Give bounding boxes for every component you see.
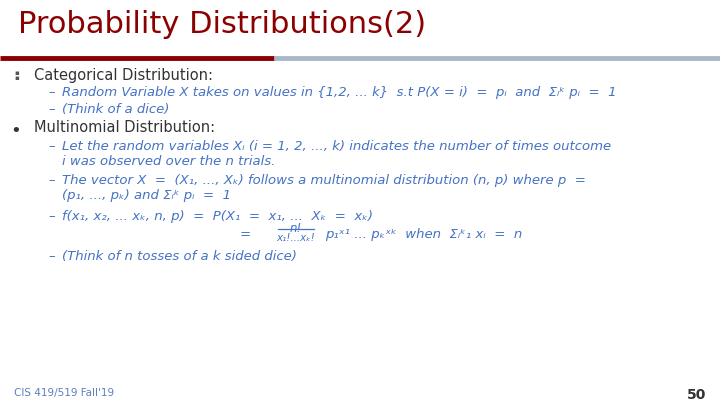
Text: =: = (240, 228, 251, 241)
Text: –: – (48, 140, 55, 153)
Text: The vector X  =  (X₁, ..., Xₖ) follows a multinomial distribution (n, p) where p: The vector X = (X₁, ..., Xₖ) follows a m… (62, 174, 586, 187)
Text: •: • (10, 122, 21, 140)
Text: x₁!...xₖ!: x₁!...xₖ! (276, 233, 315, 243)
Text: Let the random variables Xᵢ (i = 1, 2, ..., k) indicates the number of times out: Let the random variables Xᵢ (i = 1, 2, .… (62, 140, 611, 153)
Text: –: – (48, 103, 55, 116)
Text: Multinomial Distribution:: Multinomial Distribution: (34, 120, 215, 135)
Text: (Think of n tosses of a k sided dice): (Think of n tosses of a k sided dice) (62, 250, 297, 263)
Text: p₁ˣ¹ ... pₖˣᵏ  when  Σᵢᵏ₁ xᵢ  =  n: p₁ˣ¹ ... pₖˣᵏ when Σᵢᵏ₁ xᵢ = n (325, 228, 522, 241)
Text: (p₁, ..., pₖ) and Σᵢᵏ pᵢ  =  1: (p₁, ..., pₖ) and Σᵢᵏ pᵢ = 1 (62, 189, 231, 202)
Text: –: – (48, 86, 55, 99)
Text: (Think of a dice): (Think of a dice) (62, 103, 169, 116)
Text: Categorical Distribution:: Categorical Distribution: (34, 68, 213, 83)
Text: ▪
▪: ▪ ▪ (14, 70, 19, 81)
Text: 50: 50 (687, 388, 706, 402)
Text: –: – (48, 174, 55, 187)
Text: Probability Distributions(2): Probability Distributions(2) (18, 10, 426, 39)
Text: –: – (48, 250, 55, 263)
Text: –: – (48, 210, 55, 223)
Text: Random Variable X takes on values in {1,2, ... k}  s.t P(X = i)  =  pᵢ  and  Σᵢᵏ: Random Variable X takes on values in {1,… (62, 86, 616, 99)
Text: i was observed over the n trials.: i was observed over the n trials. (62, 155, 275, 168)
Text: CIS 419/519 Fall'19: CIS 419/519 Fall'19 (14, 388, 114, 398)
Text: f(x₁, x₂, ... xₖ, n, p)  =  P(X₁  =  x₁, ...  Xₖ  =  xₖ): f(x₁, x₂, ... xₖ, n, p) = P(X₁ = x₁, ...… (62, 210, 373, 223)
Text: n!: n! (290, 222, 302, 235)
